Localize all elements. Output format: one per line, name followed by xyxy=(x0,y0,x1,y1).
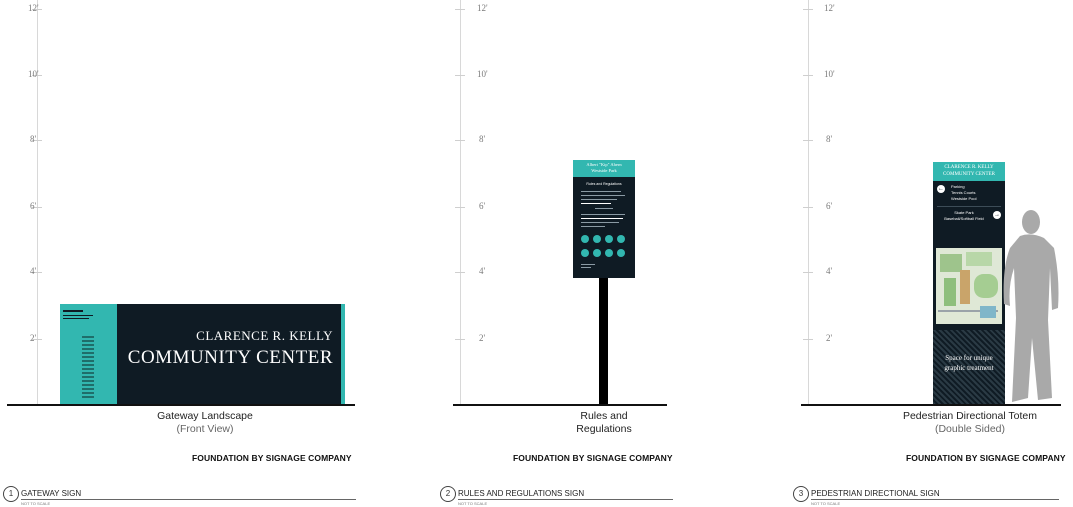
sign-name-line1: CLARENCE R. KELLY xyxy=(196,328,333,343)
gateway-sign: CLARENCE R. KELLY COMMUNITY CENTER xyxy=(60,304,345,404)
title-underline xyxy=(21,499,356,500)
rule-icon xyxy=(581,249,589,257)
direction-item: Baseball/Softball Field xyxy=(944,216,984,221)
sign-post xyxy=(599,278,608,404)
directional-totem: CLARENCE R. KELLY COMMUNITY CENTER ← Par… xyxy=(933,162,1005,404)
drawing-number: 2 xyxy=(440,486,456,502)
caption-main: Rules and xyxy=(580,410,628,422)
sign-subtitle: Rules and Regulations xyxy=(586,182,622,186)
height-ruler xyxy=(37,0,38,404)
sign-header-line2: Westside Park xyxy=(591,168,617,173)
rule-icon xyxy=(605,249,613,257)
ground-line xyxy=(801,404,1061,406)
sheet-title: PEDESTRIAN DIRECTIONAL SIGN xyxy=(811,489,940,498)
foundation-note: FOUNDATION BY SIGNAGE COMPANY xyxy=(513,453,673,463)
tick-label: 8' xyxy=(826,134,833,144)
totem-header-line2: COMMUNITY CENTER xyxy=(943,172,995,177)
scale-note: NOT TO SCALE xyxy=(811,501,841,506)
tick-label: 10' xyxy=(477,69,488,79)
tick-label: 12' xyxy=(477,3,488,13)
tick-label: 6' xyxy=(30,201,37,211)
direction-item: Parking xyxy=(951,184,965,189)
park-map xyxy=(936,248,1002,324)
rule-icon xyxy=(605,235,613,243)
rule-icon xyxy=(581,235,589,243)
graphic-treatment-area: Space for unique graphic treatment xyxy=(933,330,1005,404)
caption-main: Gateway Landscape xyxy=(157,410,253,422)
direction-item: Skate Park xyxy=(954,210,974,215)
tick-label: 8' xyxy=(479,134,486,144)
sign-header: Albert "Kip" Ahern Westside Park xyxy=(573,160,635,177)
scale-note: NOT TO SCALE xyxy=(21,501,51,506)
ground-line xyxy=(7,404,355,406)
sheet-title: GATEWAY SIGN xyxy=(21,489,82,498)
height-ruler xyxy=(460,0,461,404)
drawing-number: 3 xyxy=(793,486,809,502)
scale-note: NOT TO SCALE xyxy=(458,501,488,506)
graphic-text-1: Space for unique xyxy=(945,354,993,362)
direction-list-1: Parking Tennis Courts Westside Pool xyxy=(951,184,977,202)
tick-label: 4' xyxy=(479,266,486,276)
tick-label: 6' xyxy=(479,201,486,211)
drawing-number: 1 xyxy=(3,486,19,502)
rules-sign: Albert "Kip" Ahern Westside Park Rules a… xyxy=(573,160,635,278)
caption-main: Pedestrian Directional Totem xyxy=(902,410,1038,422)
tick-label: 4' xyxy=(30,266,37,276)
foundation-note: FOUNDATION BY SIGNAGE COMPANY xyxy=(192,453,352,463)
tick-label: 12' xyxy=(28,3,39,13)
rule-icon xyxy=(617,249,625,257)
foundation-note: FOUNDATION BY SIGNAGE COMPANY xyxy=(906,453,1066,463)
sheet-title: RULES AND REGULATIONS SIGN xyxy=(458,489,585,498)
title-underline xyxy=(458,499,673,500)
rule-icon xyxy=(593,235,601,243)
title-underline xyxy=(811,499,1059,500)
tick-label: 10' xyxy=(824,69,835,79)
caption-sub: (Double Sided) xyxy=(934,423,1006,435)
tick-label: 2' xyxy=(826,333,833,343)
tick-label: 2' xyxy=(479,333,486,343)
totem-header-line1: CLARENCE R. KELLY xyxy=(944,165,994,170)
person-silhouette-icon xyxy=(1003,210,1059,402)
sign-header-line1: Albert "Kip" Ahern xyxy=(586,162,622,167)
totem-header: CLARENCE R. KELLY COMMUNITY CENTER xyxy=(933,162,1005,181)
tick-label: 6' xyxy=(826,201,833,211)
tick-label: 8' xyxy=(30,134,37,144)
tick-label: 10' xyxy=(28,69,39,79)
height-ruler xyxy=(808,0,809,404)
direction-item: Tennis Courts xyxy=(951,190,976,195)
rule-icon xyxy=(617,235,625,243)
sign-teal-edge xyxy=(341,304,345,404)
panel-gateway: 2' 4' 6' 8' 10' 12' CLARENCE R. KELLY CO… xyxy=(0,0,360,507)
ground-line xyxy=(453,404,667,406)
tick-label: 2' xyxy=(30,333,37,343)
arrow-right-icon: → xyxy=(993,211,1001,219)
direction-item: Westside Pool xyxy=(951,196,977,201)
tick-label: 12' xyxy=(824,3,835,13)
caption-main-line2: Regulations xyxy=(576,423,632,435)
caption: Pedestrian Directional Totem (Double Sid… xyxy=(890,410,1050,436)
caption-sub: (Front View) xyxy=(176,423,234,435)
arrow-left-icon: ← xyxy=(937,185,945,193)
sign-teal-panel xyxy=(60,304,117,404)
sign-name-line2: COMMUNITY CENTER xyxy=(127,347,333,368)
caption: Rules and Regulations xyxy=(529,410,679,436)
graphic-text-2: graphic treatment xyxy=(944,364,994,372)
direction-list-2: Skate Park Baseball/Softball Field xyxy=(937,210,991,222)
sign-dark-panel: CLARENCE R. KELLY COMMUNITY CENTER xyxy=(117,304,341,404)
rule-icon xyxy=(593,249,601,257)
caption: Gateway Landscape (Front View) xyxy=(130,410,280,436)
tick-label: 4' xyxy=(826,266,833,276)
